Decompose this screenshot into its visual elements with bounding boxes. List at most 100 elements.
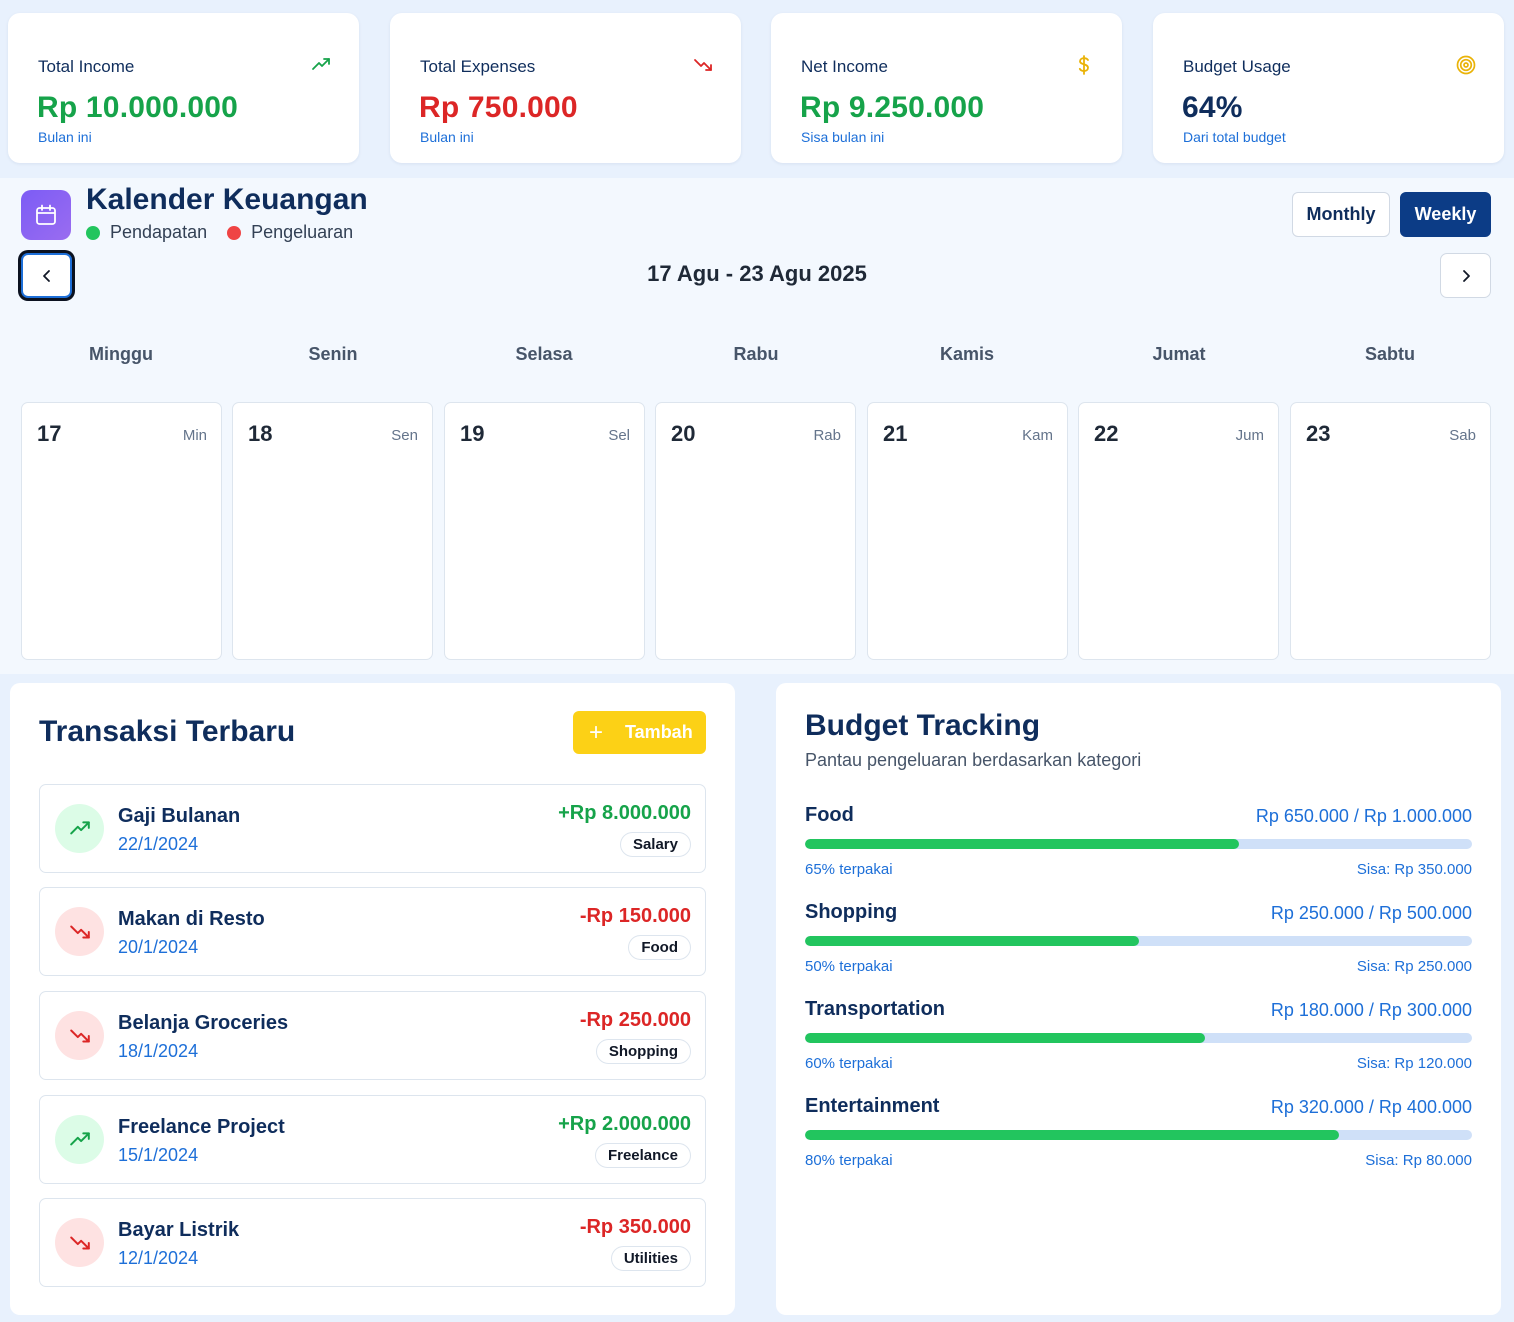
budget-progress-bar: [805, 839, 1472, 849]
budget-row-food: Food Rp 650.000 / Rp 1.000.000 65% terpa…: [805, 804, 1472, 884]
chevron-right-icon: [1462, 269, 1470, 282]
transaction-amount: -Rp 150.000: [579, 905, 691, 927]
budget-progress-fill: [805, 839, 1239, 849]
budget-amount: Rp 180.000 / Rp 300.000: [1270, 1000, 1472, 1020]
weekday-header: Senin: [308, 344, 358, 364]
weekday-header: Sabtu: [1364, 344, 1415, 364]
day-number: 17: [37, 421, 62, 446]
budget-remaining: Sisa: Rp 120.000: [1356, 1055, 1472, 1072]
budget-category: Shopping: [805, 901, 898, 923]
transaction-date: 15/1/2024: [118, 1145, 199, 1165]
transaction-date: 18/1/2024: [118, 1041, 199, 1061]
budget-row-transportation: Transportation Rp 180.000 / Rp 300.000 6…: [805, 998, 1472, 1078]
day-number: 20: [671, 421, 696, 446]
transaction-name: Gaji Bulanan: [118, 805, 241, 827]
day-number: 22: [1094, 421, 1119, 446]
transaction-amount: +Rp 8.000.000: [558, 802, 691, 824]
trending-down-icon: [55, 907, 104, 956]
budget-amount: Rp 250.000 / Rp 500.000: [1270, 903, 1472, 923]
day-cell[interactable]: 21 Kam: [867, 402, 1068, 660]
day-cell[interactable]: 19 Sel: [444, 402, 645, 660]
plus-icon: +: [589, 718, 604, 746]
transaction-name: Bayar Listrik: [118, 1219, 240, 1241]
stat-value: Rp 750.000: [419, 91, 578, 124]
budget-progress-bar: [805, 1033, 1472, 1043]
transaction-name: Makan di Resto: [118, 908, 265, 930]
budget-progress-bar: [805, 1130, 1472, 1140]
weekly-view-button[interactable]: Weekly: [1400, 192, 1491, 237]
trending-up-icon: [311, 55, 331, 75]
add-button-label: Tambah: [625, 722, 693, 742]
transaction-date: 20/1/2024: [118, 937, 199, 957]
budget-row-entertainment: Entertainment Rp 320.000 / Rp 400.000 80…: [805, 1095, 1472, 1175]
stat-card-budget-usage: Budget Usage 64% Dari total budget: [1153, 13, 1504, 163]
budget-subtitle: Pantau pengeluaran berdasarkan kategori: [805, 750, 1142, 770]
budget-remaining: Sisa: Rp 250.000: [1356, 958, 1472, 975]
stat-card-total-income: Total Income Rp 10.000.000 Bulan ini: [8, 13, 359, 163]
category-tag: Shopping: [595, 1039, 691, 1064]
transactions-title: Transaksi Terbaru: [39, 715, 296, 748]
stat-sub: Bulan ini: [38, 129, 92, 145]
next-week-button[interactable]: [1440, 253, 1491, 298]
category-tag: Food: [628, 935, 691, 960]
budget-progress-fill: [805, 1033, 1206, 1043]
transaction-date: 22/1/2024: [118, 834, 199, 854]
budget-category: Entertainment: [805, 1095, 940, 1117]
stat-sub: Bulan ini: [420, 129, 474, 145]
day-cell[interactable]: 17 Min: [21, 402, 222, 660]
budget-title: Budget Tracking: [805, 709, 1041, 742]
chevron-left-icon: [42, 269, 50, 282]
day-abbr: Kam: [1022, 427, 1053, 444]
trending-down-icon: [55, 1218, 104, 1267]
budget-amount: Rp 650.000 / Rp 1.000.000: [1255, 806, 1472, 826]
day-abbr: Sab: [1449, 427, 1476, 444]
budget-row-shopping: Shopping Rp 250.000 / Rp 500.000 50% ter…: [805, 901, 1472, 981]
legend-expense: Pengeluaran: [251, 222, 354, 242]
legend-income: Pendapatan: [110, 222, 208, 242]
stat-sub: Sisa bulan ini: [801, 129, 885, 145]
monthly-view-button[interactable]: Monthly: [1292, 192, 1390, 237]
stat-value: 64%: [1182, 91, 1243, 124]
budget-used: 60% terpakai: [805, 1055, 893, 1072]
weekday-header: Rabu: [733, 344, 779, 364]
trending-down-icon: [693, 55, 713, 75]
budget-used: 65% terpakai: [805, 861, 893, 878]
transaction-row[interactable]: Makan di Resto 20/1/2024 -Rp 150.000 Foo…: [39, 887, 706, 976]
stat-label: Budget Usage: [1183, 57, 1291, 76]
transaction-amount: -Rp 350.000: [579, 1216, 691, 1238]
budget-used: 50% terpakai: [805, 958, 893, 975]
day-cell[interactable]: 20 Rab: [655, 402, 856, 660]
target-icon: [1456, 55, 1476, 75]
calendar-icon: [21, 190, 71, 240]
budget-remaining: Sisa: Rp 350.000: [1356, 861, 1472, 878]
weekday-header: Jumat: [1152, 344, 1206, 364]
transaction-row[interactable]: Freelance Project 15/1/2024 +Rp 2.000.00…: [39, 1095, 706, 1184]
transaction-row[interactable]: Bayar Listrik 12/1/2024 -Rp 350.000 Util…: [39, 1198, 706, 1287]
weekday-header: Kamis: [939, 344, 995, 364]
transaction-name: Freelance Project: [118, 1116, 285, 1138]
stat-value: Rp 9.250.000: [800, 91, 985, 124]
stat-card-total-expenses: Total Expenses Rp 750.000 Bulan ini: [390, 13, 741, 163]
calendar-legend: Pendapatan Pengeluaran: [86, 222, 373, 243]
transaction-amount: +Rp 2.000.000: [558, 1113, 691, 1135]
transaction-row[interactable]: Belanja Groceries 18/1/2024 -Rp 250.000 …: [39, 991, 706, 1080]
day-number: 21: [883, 421, 908, 446]
day-cell[interactable]: 22 Jum: [1078, 402, 1279, 660]
trending-up-icon: [55, 804, 104, 853]
date-range: 17 Agu - 23 Agu 2025: [647, 261, 867, 286]
calendar-section: Kalender Keuangan Pendapatan Pengeluaran…: [0, 178, 1514, 674]
stat-value: Rp 10.000.000: [37, 91, 239, 124]
day-abbr: Min: [182, 427, 207, 444]
day-cell[interactable]: 18 Sen: [232, 402, 433, 660]
day-cell[interactable]: 23 Sab: [1290, 402, 1491, 660]
transaction-date: 12/1/2024: [118, 1248, 199, 1268]
add-transaction-button[interactable]: + Tambah: [573, 711, 706, 754]
budget-used: 80% terpakai: [805, 1152, 893, 1169]
transaction-amount: -Rp 250.000: [579, 1009, 691, 1031]
transaction-row[interactable]: Gaji Bulanan 22/1/2024 +Rp 8.000.000 Sal…: [39, 784, 706, 873]
previous-week-button[interactable]: [21, 253, 72, 298]
weekday-header: Selasa: [515, 344, 573, 364]
income-dot-icon: [86, 225, 100, 240]
weekday-header: Minggu: [89, 344, 153, 364]
budget-progress-fill: [805, 1130, 1339, 1140]
